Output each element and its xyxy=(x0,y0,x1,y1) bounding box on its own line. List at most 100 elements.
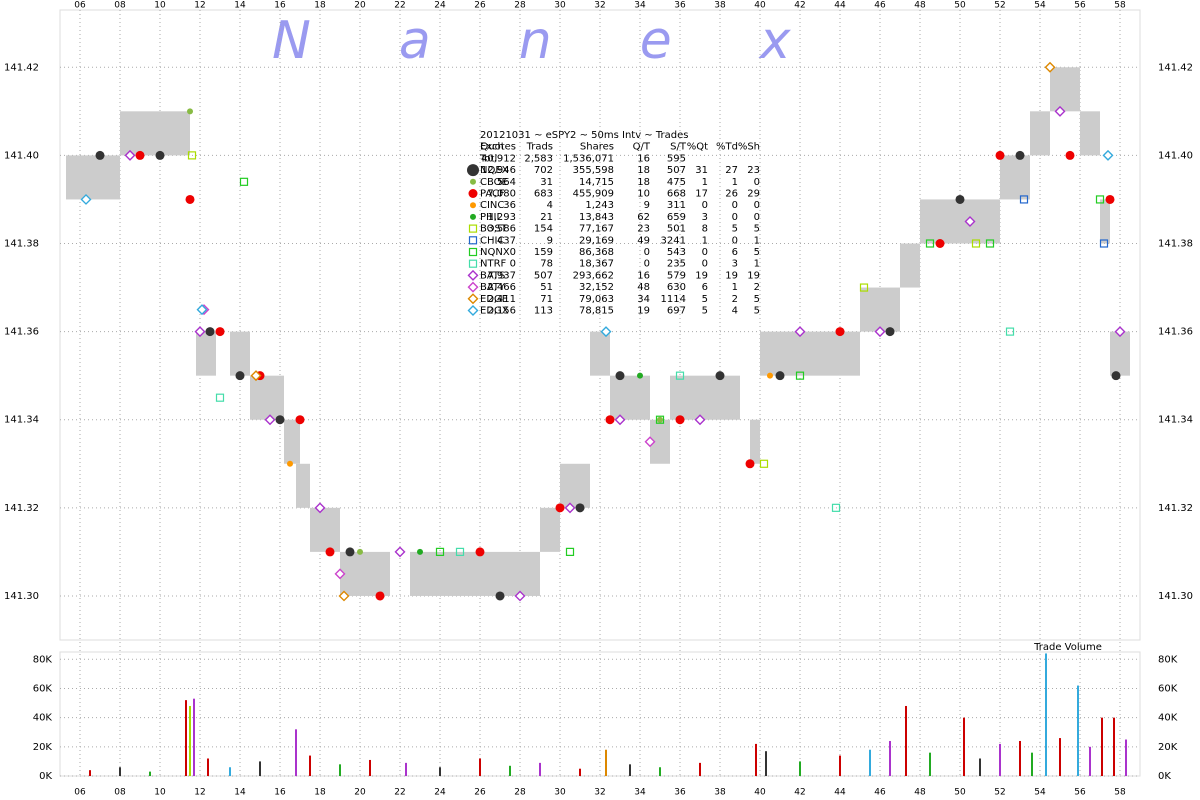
table-cell: 0 xyxy=(732,200,738,211)
volume-bar xyxy=(929,752,931,776)
table-cell: 78 xyxy=(540,259,553,270)
x-tick-label: 54 xyxy=(1034,1,1046,11)
table-cell: 579 xyxy=(667,270,686,281)
y-tick-label: 141.42 xyxy=(1158,62,1193,73)
quote-range xyxy=(1110,331,1130,376)
x-tick-label: 12 xyxy=(194,1,205,11)
table-cell: 23 xyxy=(747,165,760,176)
x-tick-label: 12 xyxy=(194,788,205,798)
x-tick-label: 26 xyxy=(474,1,486,11)
trade-marker xyxy=(1019,195,1029,204)
y-tick-label: 0K xyxy=(1158,771,1171,782)
table-cell: 311 xyxy=(667,200,686,211)
table-cell: 0 xyxy=(644,247,650,258)
y-tick-label: 141.30 xyxy=(1158,591,1193,602)
table-header: Quotes xyxy=(480,142,516,153)
trade-marker xyxy=(935,238,945,248)
table-cell: 1,243 xyxy=(585,200,614,211)
trade-marker xyxy=(295,415,305,425)
table-cell: 0 xyxy=(702,200,708,211)
volume-bar xyxy=(295,729,297,776)
legend-marker xyxy=(467,305,479,316)
table-cell: 1 xyxy=(754,259,760,270)
quote-range xyxy=(650,419,670,464)
trade-marker xyxy=(334,568,346,580)
table-cell: 86,368 xyxy=(579,247,614,258)
table-cell: 668 xyxy=(667,189,686,200)
legend-label: CBOE xyxy=(480,177,508,188)
table-cell: 10 xyxy=(637,189,650,200)
x-tick-label: 46 xyxy=(874,1,886,11)
y-tick-label: 60K xyxy=(1158,683,1178,694)
quote-range xyxy=(610,375,650,420)
quote-range xyxy=(340,551,390,596)
quote-range xyxy=(1000,155,1030,200)
trade-marker xyxy=(435,547,445,556)
x-tick-label: 38 xyxy=(714,788,726,798)
x-tick-label: 56 xyxy=(1074,1,1086,11)
trade-marker xyxy=(615,371,625,381)
table-cell: 19 xyxy=(725,270,738,281)
table-cell: 595 xyxy=(667,153,686,164)
y-tick-label: 40K xyxy=(1158,713,1178,724)
trade-marker xyxy=(325,547,335,557)
trade-marker xyxy=(605,415,615,425)
table-cell: 0 xyxy=(702,247,708,258)
table-cell: 4 xyxy=(547,200,553,211)
volume-bar xyxy=(1113,717,1115,776)
table-header: Shares xyxy=(580,142,614,153)
volume-bar xyxy=(765,751,767,776)
table-header: Trads xyxy=(526,142,553,153)
quote-range xyxy=(410,551,540,596)
trade-marker xyxy=(715,371,725,381)
volume-bar xyxy=(755,743,757,776)
volume-bar xyxy=(439,767,441,776)
table-cell: 293,662 xyxy=(573,270,614,281)
table-cell: 4 xyxy=(732,306,738,317)
trade-marker xyxy=(600,326,612,338)
trade-marker xyxy=(657,416,663,423)
trade-marker xyxy=(455,547,465,556)
panel-frame xyxy=(59,9,1141,641)
x-tick-label: 50 xyxy=(954,788,966,798)
x-tick-label: 22 xyxy=(394,788,405,798)
table-cell: 0 xyxy=(754,212,760,223)
quote-range xyxy=(296,463,310,508)
x-tick-label: 18 xyxy=(314,788,326,798)
table-cell: 13,843 xyxy=(579,212,614,223)
x-tick-label: 56 xyxy=(1074,788,1086,798)
trade-marker xyxy=(1095,195,1105,204)
volume-bar xyxy=(579,768,581,776)
x-tick-label: 54 xyxy=(1034,788,1046,798)
trade-marker xyxy=(995,150,1005,160)
volume-bar xyxy=(659,767,661,776)
x-tick-label: 58 xyxy=(1114,1,1126,11)
quote-range xyxy=(670,375,740,420)
quote-range xyxy=(284,419,300,464)
table-cell: 26 xyxy=(725,189,738,200)
quote-range xyxy=(250,375,284,420)
table-cell: 18 xyxy=(637,177,650,188)
trade-marker xyxy=(475,547,485,557)
table-header: %Td xyxy=(716,142,738,153)
quote-range xyxy=(66,155,120,200)
x-tick-label: 58 xyxy=(1114,788,1126,798)
legend-label: PHIL xyxy=(480,212,502,223)
table-cell: 12,946 xyxy=(481,165,516,176)
volume-bar xyxy=(1101,717,1103,776)
x-tick-label: 50 xyxy=(954,1,966,11)
table-cell: 18 xyxy=(637,165,650,176)
trade-marker xyxy=(417,548,423,555)
quote-range xyxy=(1080,111,1100,156)
table-cell: 507 xyxy=(667,165,686,176)
x-tick-label: 16 xyxy=(274,1,286,11)
trade-marker xyxy=(775,371,785,381)
table-cell: 501 xyxy=(667,224,686,235)
y-tick-label: 141.40 xyxy=(4,150,39,161)
table-cell: 1,293 xyxy=(487,212,516,223)
table-cell: 5 xyxy=(732,224,738,235)
x-tick-label: 24 xyxy=(434,1,446,11)
watermark: Nanex xyxy=(272,11,879,71)
volume-bar xyxy=(119,767,121,776)
volume-bar xyxy=(339,764,341,776)
